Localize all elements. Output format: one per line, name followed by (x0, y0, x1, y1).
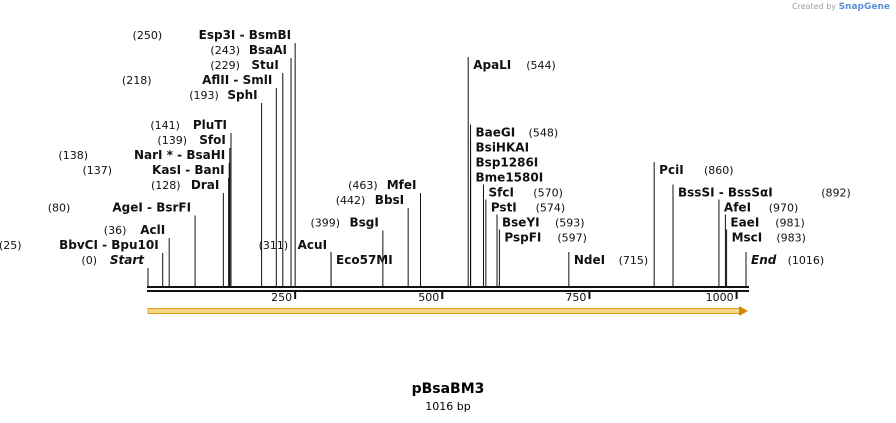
axis-tick-label: 1000 (706, 291, 734, 304)
site-drai-label: DraI (191, 178, 219, 192)
credit-line: Created by SnapGene (792, 2, 890, 12)
site-end-label: End (751, 253, 777, 267)
site-eco57mi-label: Eco57MI (336, 253, 393, 267)
plasmid-name: pBsaBM3 (411, 381, 485, 397)
site-bsgi-position: (399) (310, 217, 340, 230)
site-nari-label: NarI * - BsaHI (134, 148, 225, 162)
site-ndei-position: (715) (619, 254, 649, 267)
axis-tick-label: 250 (271, 291, 292, 304)
site-pcii-label: PciI (659, 163, 684, 177)
site-start-position: (0) (81, 254, 97, 267)
site-bbvci-label: BbvCI - Bpu10I (59, 238, 159, 252)
site-start-label: Start (110, 253, 145, 267)
axis-tick-label: 750 (565, 291, 586, 304)
site-bsaai-position: (243) (210, 44, 240, 57)
site-sfci-position: (570) (533, 187, 563, 200)
site-mfei-position: (463) (348, 179, 378, 192)
axis-tick-label: 500 (418, 291, 439, 304)
site-stui-position: (229) (210, 59, 240, 72)
site-sfoi-label: SfoI (199, 133, 226, 147)
site-bsgi-label: BsgI (350, 216, 379, 230)
site-agei-position: (80) (48, 202, 71, 215)
site-psti-position: (574) (536, 202, 566, 215)
site-bbvci-position: (25) (0, 239, 22, 252)
site-acui-position: (311) (259, 239, 289, 252)
site-acii-label: AclI (140, 223, 165, 237)
site-afei-label: AfeI (724, 201, 751, 215)
site-apali-position: (544) (526, 59, 556, 72)
site-bsihkai-label: BsiHKAI (476, 141, 530, 155)
site-msci-label: MscI (732, 231, 763, 245)
site-bbsi-label: BbsI (375, 193, 404, 207)
site-bbsi-position: (442) (336, 194, 366, 207)
site-esp3i-position: (250) (133, 29, 163, 42)
site-acui-label: AcuI (298, 238, 327, 252)
site-bme1580i-label: Bme1580I (476, 171, 544, 185)
site-baegi-label: BaeGI (476, 126, 516, 140)
site-pspfi-label: PspFI (504, 231, 541, 245)
site-sfoi-position: (139) (157, 134, 187, 147)
feature-bar (147, 308, 741, 314)
site-kasi-position: (137) (82, 164, 112, 177)
site-aflii-label: AflII - SmlI (202, 73, 272, 87)
site-sphi-label: SphI (227, 88, 257, 102)
site-pluti-label: PluTI (193, 118, 227, 132)
site-end-position: (1016) (788, 254, 825, 267)
site-sfci-label: SfcI (488, 186, 513, 200)
site-eaei-position: (981) (775, 217, 805, 230)
site-mfei-label: MfeI (387, 178, 417, 192)
site-apali-label: ApaLI (473, 58, 511, 72)
site-bsaai-label: BsaAI (249, 43, 287, 57)
site-pluti-position: (141) (150, 119, 180, 132)
site-afei-position: (970) (769, 202, 799, 215)
site-eaei-label: EaeI (730, 216, 759, 230)
site-bseyi-label: BseYI (502, 216, 540, 230)
plasmid-length: 1016 bp (425, 400, 471, 413)
site-aflii-position: (218) (122, 74, 152, 87)
site-kasi-label: KasI - BanI (152, 163, 225, 177)
site-nari-position: (138) (58, 149, 88, 162)
site-bsp1286i-label: Bsp1286I (476, 156, 539, 170)
site-esp3i-label: Esp3I - BsmBI (199, 28, 291, 42)
site-pcii-position: (860) (704, 164, 734, 177)
site-sphi-position: (193) (189, 89, 219, 102)
site-ndei-label: NdeI (574, 253, 605, 267)
site-bsssi-position: (892) (821, 187, 851, 200)
feature-arrowhead (739, 306, 748, 316)
site-msci-position: (983) (776, 232, 806, 245)
site-bsssi-label: BssSI - BssSαI (678, 186, 773, 200)
site-agei-label: AgeI - BsrFI (112, 201, 191, 215)
site-bseyi-position: (593) (555, 217, 585, 230)
site-pspfi-position: (597) (557, 232, 587, 245)
credit-prefix: Created by (792, 2, 837, 11)
site-psti-label: PstI (491, 201, 517, 215)
site-drai-position: (128) (151, 179, 181, 192)
site-baegi-position: (548) (529, 127, 559, 140)
site-stui-label: StuI (251, 58, 278, 72)
site-acii-position: (36) (104, 224, 127, 237)
snapgene-logo: SnapGene (838, 2, 890, 12)
